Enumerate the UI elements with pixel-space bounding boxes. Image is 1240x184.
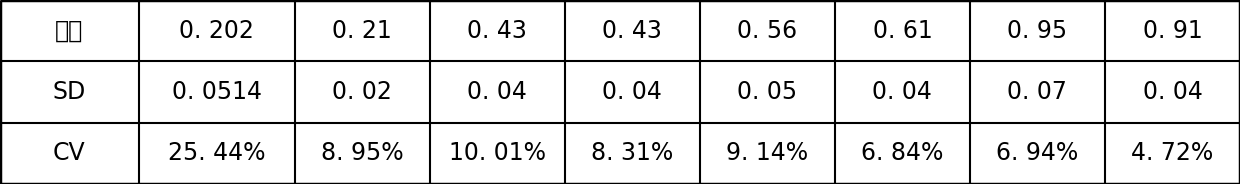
- Text: 25. 44%: 25. 44%: [167, 141, 265, 165]
- Text: CV: CV: [53, 141, 86, 165]
- Text: 均値: 均値: [56, 19, 83, 43]
- Text: 6. 84%: 6. 84%: [862, 141, 944, 165]
- Text: 0. 04: 0. 04: [1142, 80, 1203, 104]
- Text: 0. 56: 0. 56: [738, 19, 797, 43]
- Text: 0. 04: 0. 04: [873, 80, 932, 104]
- Text: 0. 61: 0. 61: [873, 19, 932, 43]
- Text: 0. 04: 0. 04: [467, 80, 527, 104]
- Text: SD: SD: [53, 80, 86, 104]
- Text: 0. 04: 0. 04: [603, 80, 662, 104]
- Text: 0. 91: 0. 91: [1142, 19, 1203, 43]
- Text: 0. 0514: 0. 0514: [171, 80, 262, 104]
- Text: 0. 02: 0. 02: [332, 80, 392, 104]
- Text: 8. 95%: 8. 95%: [321, 141, 403, 165]
- Text: 0. 43: 0. 43: [603, 19, 662, 43]
- Text: 0. 202: 0. 202: [180, 19, 254, 43]
- Text: 0. 07: 0. 07: [1007, 80, 1068, 104]
- Text: 0. 43: 0. 43: [467, 19, 527, 43]
- Text: 0. 05: 0. 05: [738, 80, 797, 104]
- Text: 0. 95: 0. 95: [1007, 19, 1068, 43]
- Text: 9. 14%: 9. 14%: [727, 141, 808, 165]
- Text: 6. 94%: 6. 94%: [996, 141, 1079, 165]
- Text: 10. 01%: 10. 01%: [449, 141, 546, 165]
- Text: 0. 21: 0. 21: [332, 19, 392, 43]
- Text: 4. 72%: 4. 72%: [1131, 141, 1214, 165]
- Text: 8. 31%: 8. 31%: [591, 141, 673, 165]
